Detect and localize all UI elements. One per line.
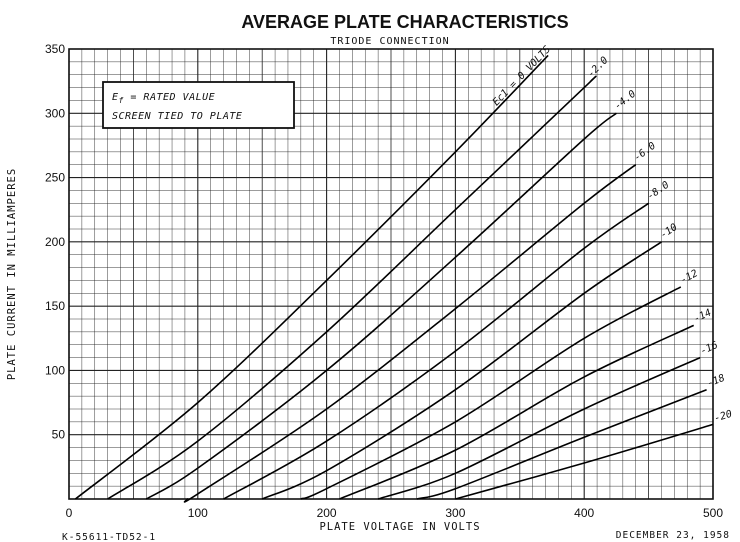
curve-label: -6.0: [632, 140, 658, 163]
x-tick-label: 500: [703, 506, 723, 520]
curve-label: Ec1 = 0 VOLTS: [491, 44, 553, 108]
curve-line: [261, 241, 662, 500]
note-box-frame: [102, 81, 295, 129]
drawing-number: K-55611-TD52-1: [62, 532, 156, 542]
y-tick-label: 350: [45, 42, 65, 56]
curve-line: [183, 164, 637, 503]
curve-label: -18: [706, 373, 727, 390]
y-axis-label: PLATE CURRENT IN MILLIAMPERES: [6, 168, 18, 380]
curve-line: [377, 356, 701, 500]
x-tick-label: 0: [66, 506, 73, 520]
y-tick-labels: 50 100 150 200 250 300 350: [45, 42, 65, 442]
y-tick-label: 50: [52, 428, 66, 442]
curve-line: [74, 54, 549, 500]
curve-label: -14: [692, 307, 713, 325]
x-tick-label: 100: [188, 506, 208, 520]
y-tick-label: 200: [45, 235, 65, 249]
drawing-date: DECEMBER 23, 1958: [616, 530, 730, 541]
x-tick-label: 300: [445, 506, 465, 520]
x-tick-label: 200: [317, 506, 337, 520]
y-tick-label: 100: [45, 363, 65, 377]
y-tick-label: 300: [45, 106, 65, 120]
curve-label: -20: [713, 409, 733, 425]
curves: [74, 54, 714, 503]
note-box: Ef = RATED VALUE SCREEN TIED TO PLATE: [102, 81, 295, 129]
curve-label: -16: [699, 340, 720, 357]
y-tick-label: 250: [45, 171, 65, 185]
plot-frame: [68, 48, 714, 500]
curve-line: [145, 112, 617, 500]
note-line-1: Ef = RATED VALUE: [112, 92, 215, 105]
curve-line: [455, 423, 714, 500]
chart-title: AVERAGE PLATE CHARACTERISTICS: [241, 12, 568, 32]
curve-label: -8.0: [645, 180, 671, 203]
x-tick-labels: 0 100 200 300 400 500: [66, 506, 724, 520]
chart-subtitle: TRIODE CONNECTION: [330, 36, 449, 47]
x-axis-label: PLATE VOLTAGE IN VOLTS: [319, 521, 480, 533]
curve-line: [416, 388, 707, 500]
curve-line: [107, 75, 597, 500]
x-tick-label: 400: [574, 506, 594, 520]
curve-line: [339, 324, 695, 500]
curve-line: [300, 286, 682, 500]
y-tick-label: 150: [45, 299, 65, 313]
curve-labels: Ec1 = 0 VOLTS -2.0-4.0-6.0-8.0-10-12-14-1…: [491, 44, 734, 424]
curve-label: -2.0: [586, 55, 611, 80]
note-line-2: SCREEN TIED TO PLATE: [112, 111, 242, 122]
curve-label: -12: [679, 268, 700, 286]
curve-line: [223, 202, 650, 500]
